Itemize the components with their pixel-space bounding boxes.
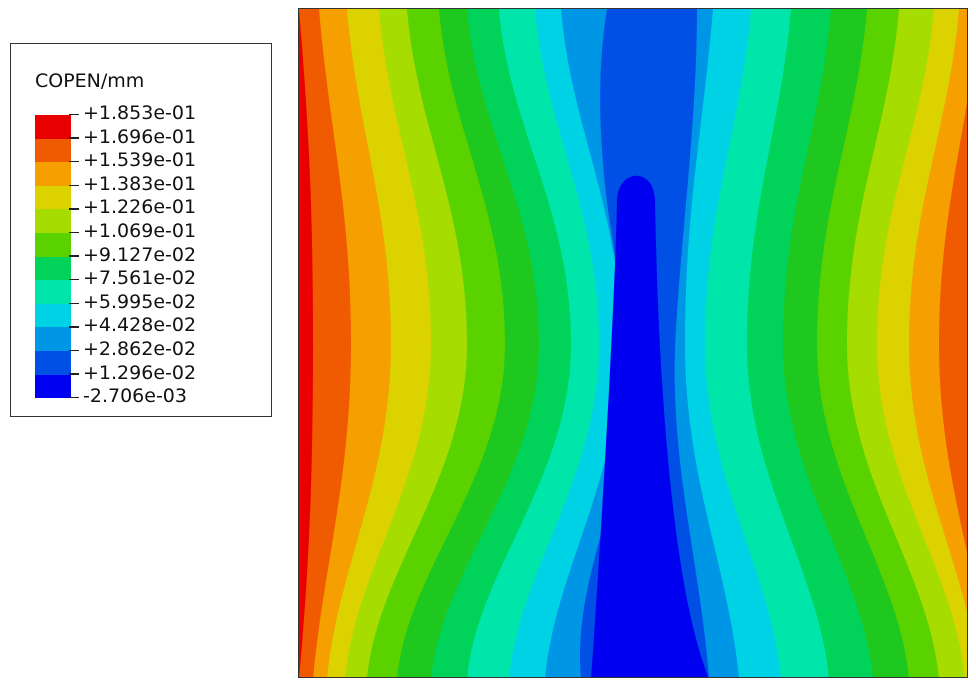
legend-entry: +7.561e-02 <box>69 267 197 291</box>
legend-entry: +1.226e-01 <box>69 196 197 220</box>
legend-swatch <box>35 185 71 210</box>
legend-tick <box>69 396 79 399</box>
legend-tick <box>69 326 79 328</box>
legend-entry: +5.995e-02 <box>69 290 197 315</box>
legend-tick <box>69 373 79 375</box>
legend-entry: +1.539e-01 <box>69 149 197 173</box>
legend-label: +1.296e-02 <box>83 361 197 384</box>
legend-label: +1.696e-01 <box>83 125 197 148</box>
legend-title: COPEN/mm <box>35 70 145 92</box>
legend-tick <box>69 349 79 352</box>
legend-label: +7.561e-02 <box>83 267 197 290</box>
legend-swatch <box>35 232 71 257</box>
legend-entry: +2.862e-02 <box>69 337 197 362</box>
legend-tick <box>69 255 79 257</box>
legend-entry: +1.383e-01 <box>69 172 197 197</box>
legend-swatch <box>35 280 71 304</box>
legend-tick <box>69 184 79 187</box>
legend-swatch <box>35 115 71 139</box>
legend-swatch <box>35 138 71 163</box>
legend-label: +1.226e-01 <box>83 196 197 219</box>
legend-label: +1.539e-01 <box>83 149 197 172</box>
legend-entry: +4.428e-02 <box>69 314 197 338</box>
legend-label: +1.853e-01 <box>83 102 197 124</box>
legend-swatch <box>35 209 71 233</box>
legend-label: +2.862e-02 <box>83 337 197 360</box>
legend-tick <box>69 137 79 139</box>
legend-color-bar <box>35 115 71 399</box>
legend-entry: +1.853e-01 <box>69 102 197 126</box>
legend-swatch <box>35 256 71 281</box>
legend-swatch <box>35 374 71 399</box>
legend-entry: +9.127e-02 <box>69 243 197 268</box>
legend-tick <box>69 113 79 116</box>
legend-tick <box>69 278 79 281</box>
legend-entry: +1.696e-01 <box>69 125 197 150</box>
contour-plot <box>298 8 968 678</box>
legend-panel: COPEN/mm +1.853e-01 +1.696e-01 +1.539e-01 +… <box>10 43 272 417</box>
legend-swatch <box>35 327 71 351</box>
legend-label: -2.706e-03 <box>83 385 187 408</box>
legend-entry: +1.069e-01 <box>69 219 197 244</box>
legend-swatch <box>35 350 71 375</box>
legend-entry: +1.296e-02 <box>69 361 197 386</box>
contour-plot-svg <box>299 9 967 677</box>
legend-tick <box>69 160 79 163</box>
legend-tick <box>69 302 79 305</box>
legend-label: +1.069e-01 <box>83 219 197 242</box>
legend-label: +4.428e-02 <box>83 314 197 337</box>
legend-label: +1.383e-01 <box>83 172 197 195</box>
legend-entry: -2.706e-03 <box>69 385 196 409</box>
legend-label: +9.127e-02 <box>83 243 197 266</box>
legend-swatch <box>35 162 71 186</box>
legend-tick <box>69 208 79 210</box>
legend-labels: +1.853e-01 +1.696e-01 +1.539e-01 +1.383e-01… <box>69 102 197 409</box>
legend-tick <box>69 231 79 234</box>
legend-swatch <box>35 303 71 328</box>
contour-band <box>591 175 709 677</box>
legend-label: +5.995e-02 <box>83 290 197 313</box>
